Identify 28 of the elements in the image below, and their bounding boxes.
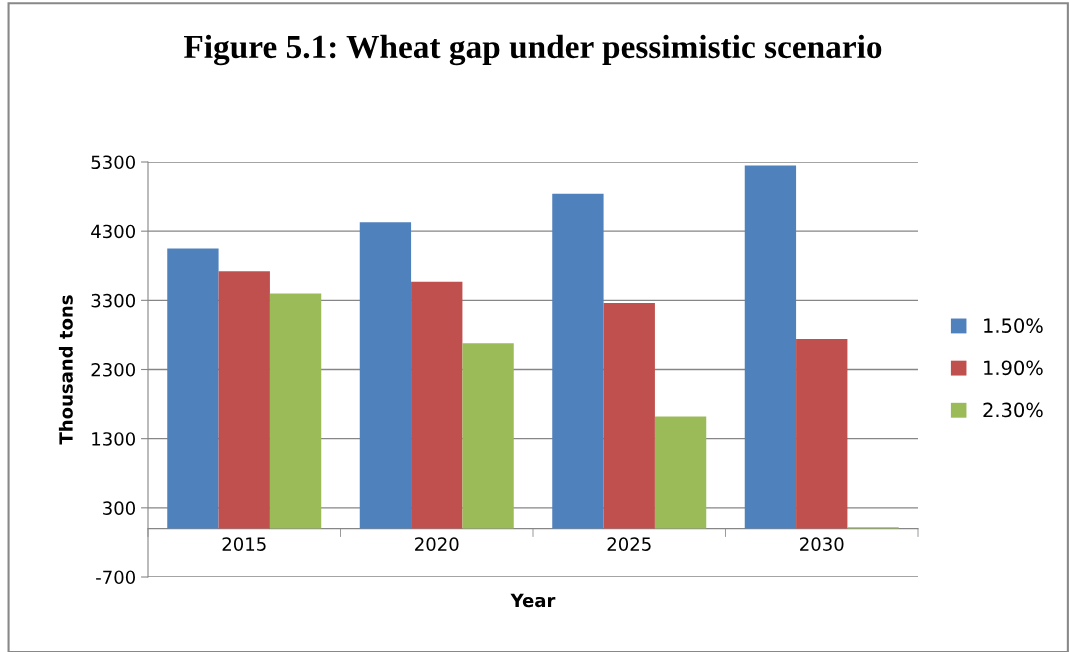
bar	[269, 293, 322, 529]
bar	[359, 222, 412, 529]
y-tick-label: 4300	[91, 224, 135, 239]
x-tick-label: 2020	[415, 537, 459, 551]
x-tick-label: 2025	[607, 537, 651, 551]
chart-title: Figure 5.1: Wheat gap under pessimistic scenario	[184, 34, 882, 66]
bar	[744, 165, 797, 529]
x-tick-label: 2030	[800, 537, 844, 551]
y-axis-title: Thousand tons	[58, 295, 73, 445]
bar	[552, 193, 604, 529]
bar	[411, 281, 463, 529]
y-tick-label: 5300	[91, 155, 135, 170]
y-tick-label: 3300	[91, 293, 135, 308]
legend-label: 1.50%	[984, 318, 1043, 333]
x-tick-label: 2015	[222, 537, 266, 551]
bar	[218, 271, 270, 529]
bar	[654, 416, 707, 529]
y-tick-label: 2300	[91, 362, 135, 377]
bar	[462, 343, 514, 529]
x-axis-title: Year	[510, 593, 556, 608]
y-tick-label: 1300	[92, 432, 135, 446]
bar	[603, 303, 655, 529]
y-tick-label: -700	[96, 570, 135, 585]
y-tick-label: 300	[103, 501, 135, 515]
bar	[796, 339, 848, 529]
legend-label: 2.30%	[983, 402, 1043, 418]
legend-label: 1.90%	[984, 360, 1043, 376]
bar	[167, 248, 219, 529]
